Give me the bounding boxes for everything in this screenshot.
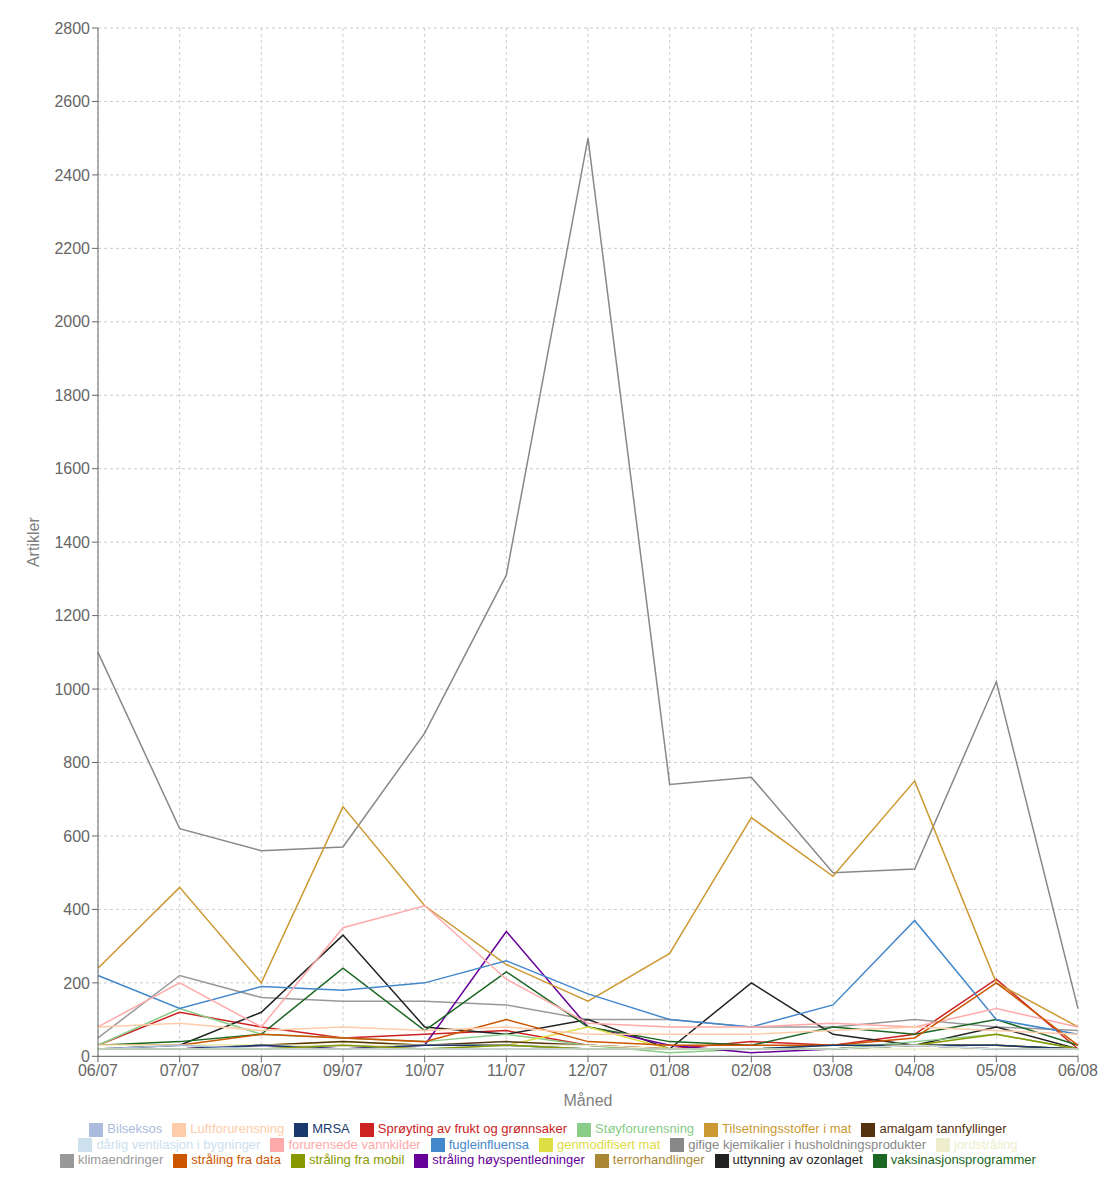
svg-text:200: 200 (63, 975, 90, 992)
svg-text:2200: 2200 (54, 240, 90, 257)
html-text:Bilseksos: Bilseksos (107, 1121, 163, 1137)
html-text:MRSA: MRSA (312, 1121, 350, 1137)
html-text:stråling fra mobil: stråling fra mobil (308, 1152, 405, 1168)
svg-text:800: 800 (63, 754, 90, 771)
svg-text:07/07: 07/07 (160, 1062, 200, 1079)
svg-text:0: 0 (81, 1048, 90, 1065)
svg-text:1800: 1800 (54, 387, 90, 404)
svg-text:2800: 2800 (54, 20, 90, 37)
html-text:Sprøyting av frukt og grønnsak: Sprøyting av frukt og grønnsaker (377, 1121, 568, 1137)
svg-text:03/08: 03/08 (813, 1062, 853, 1079)
html-text:forurensede vannkilder: forurensede vannkilder (288, 1136, 421, 1152)
html-text:amalgam tannfyllinger: amalgam tannfyllinger (879, 1121, 1007, 1137)
svg-text:02/08: 02/08 (731, 1062, 771, 1079)
svg-text:10/07: 10/07 (405, 1062, 445, 1079)
html-text:stråling fra data: stråling fra data (191, 1152, 281, 1168)
svg-text:08/07: 08/07 (241, 1062, 281, 1079)
html-text:klimaendringer: klimaendringer (78, 1152, 164, 1168)
svg-text:01/08: 01/08 (650, 1062, 690, 1079)
html-text:jordstråling: jordstråling (954, 1136, 1018, 1152)
svg-text:06/08: 06/08 (1058, 1062, 1098, 1079)
html-text:stråling høyspentledninger: stråling høyspentledninger (432, 1152, 585, 1168)
svg-text:11/07: 11/07 (487, 1062, 526, 1079)
html-text:dårlig ventilasjon i bygninger: dårlig ventilasjon i bygninger (96, 1136, 261, 1152)
svg-text:09/07: 09/07 (323, 1062, 363, 1079)
html-text:Luftforurensning: Luftforurensning (190, 1121, 285, 1137)
html-text:terrorhandlinger: terrorhandlinger (612, 1152, 705, 1168)
svg-text:1200: 1200 (54, 607, 90, 624)
svg-text:600: 600 (63, 828, 90, 845)
svg-text:1400: 1400 (54, 534, 90, 551)
svg-text:400: 400 (63, 901, 90, 918)
svg-text:1600: 1600 (54, 460, 90, 477)
html-text:vaksinasjonsprogrammer: vaksinasjonsprogrammer (890, 1152, 1036, 1168)
html-text:Støyforurensning: Støyforurensning (595, 1121, 695, 1137)
svg-text:12/07: 12/07 (568, 1062, 608, 1079)
html-text:genmodifisert mat: genmodifisert mat (556, 1136, 661, 1152)
svg-text:Artikler: Artikler (25, 517, 42, 567)
html-text:fugleinfluensa: fugleinfluensa (448, 1136, 529, 1152)
svg-text:Måned: Måned (564, 1092, 613, 1109)
svg-text:04/08: 04/08 (895, 1062, 935, 1079)
html-text:uttynning av ozonlaget: uttynning av ozonlaget (732, 1152, 863, 1168)
svg-text:2600: 2600 (54, 93, 90, 110)
svg-text:05/08: 05/08 (976, 1062, 1016, 1079)
svg-text:06/07: 06/07 (78, 1061, 118, 1079)
html-text:gifige kjemikalier i husholdni: gifige kjemikalier i husholdningsprodukt… (688, 1136, 926, 1152)
svg-text:2000: 2000 (54, 313, 90, 330)
svg-text:1000: 1000 (54, 681, 90, 698)
html-text:Tilsetningsstoffer i mat: Tilsetningsstoffer i mat (722, 1121, 852, 1137)
svg-text:2400: 2400 (54, 167, 90, 184)
